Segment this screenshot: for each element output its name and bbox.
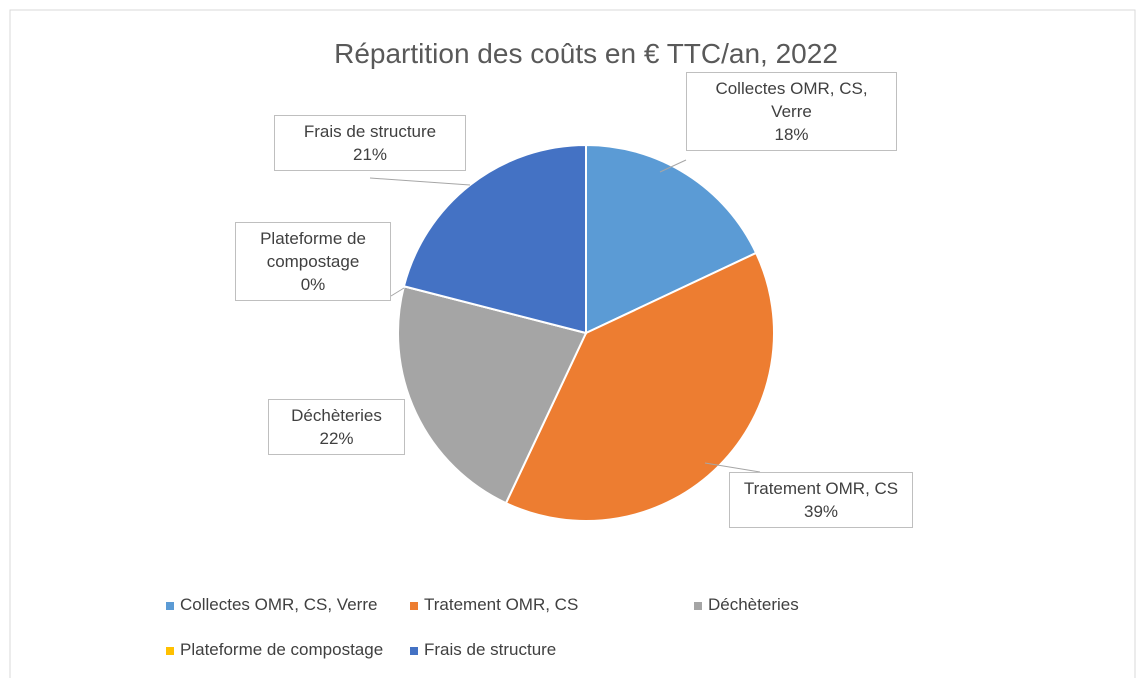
legend-label: Frais de structure [424,640,557,659]
data-label: 18% [774,125,809,144]
data-callout: Déchèteries 22% [268,399,405,455]
pie-slice [504,251,775,522]
callout-category: Tratement OMR, CS [743,479,899,498]
data-callout: Frais de structure 21% [274,115,466,171]
data-callout: Collectes OMR, CS, Verre 18% [686,72,897,151]
leader-line [390,287,405,297]
data-label: 22% [319,429,354,448]
data-callout: Plateforme de compostage 0% [235,222,391,301]
legend-item: Déchèteries [694,595,799,615]
leader-line [369,177,471,186]
legend-item: Tratement OMR, CS [410,595,578,615]
data-label: 39% [803,502,839,521]
legend-item: Frais de structure [410,640,556,660]
pie-slice [585,143,758,335]
legend-label: Tratement OMR, CS [424,595,579,614]
callout-category: Frais de structure [303,122,437,141]
legend-label: Plateforme de compostage [180,640,384,659]
legend-label: Déchèteries [708,595,799,614]
leader-line [704,462,761,473]
legend-item: Plateforme de compostage [166,640,383,660]
legend-label: Collectes OMR, CS, Verre [180,595,378,614]
legend-swatch [166,646,174,655]
data-label: 21% [352,145,388,164]
leader-line [659,159,687,173]
data-label: 0% [300,275,326,294]
legend-swatch [166,601,174,610]
legend-swatch [694,601,702,610]
chart-title: Répartition des coûts en € TTC/an, 2022 [334,38,838,69]
callout-category: Plateforme de compostage [260,229,366,271]
pie-slice [397,285,588,505]
legend-item: Collectes OMR, CS, Verre [166,595,377,615]
data-callout: Tratement OMR, CS 39% [729,472,913,528]
pie-slice [402,143,587,335]
legend-swatch [410,601,418,610]
chart-border [9,9,1136,678]
callout-category: Collectes OMR, CS, Verre [715,79,868,121]
legend-swatch [410,646,418,655]
callout-category: Déchèteries [291,406,382,425]
